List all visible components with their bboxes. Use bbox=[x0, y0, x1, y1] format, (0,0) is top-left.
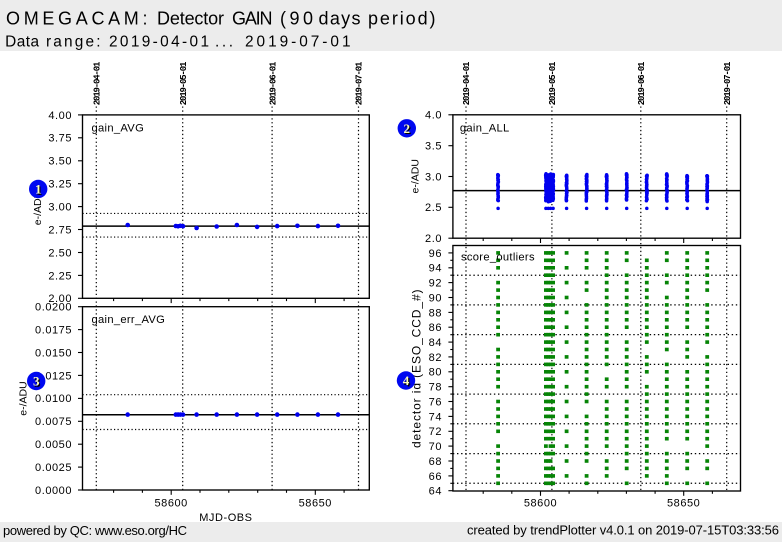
svg-text:58600: 58600 bbox=[524, 497, 557, 509]
svg-text:0.0200: 0.0200 bbox=[35, 302, 72, 314]
svg-text:1: 1 bbox=[35, 182, 42, 197]
svg-text:gain_err_AVG: gain_err_AVG bbox=[92, 314, 166, 326]
svg-text:2019-05-01: 2019-05-01 bbox=[179, 61, 189, 105]
svg-text:score_outliers: score_outliers bbox=[461, 252, 535, 264]
svg-text:0.0175: 0.0175 bbox=[35, 325, 72, 337]
svg-text:3.5: 3.5 bbox=[425, 141, 442, 153]
svg-text:92: 92 bbox=[429, 278, 442, 290]
svg-text:94: 94 bbox=[429, 263, 442, 275]
svg-text:2019-07-01: 2019-07-01 bbox=[355, 61, 365, 105]
svg-text:0.0150: 0.0150 bbox=[35, 347, 72, 359]
svg-text:2.25: 2.25 bbox=[48, 270, 72, 282]
svg-text:3: 3 bbox=[34, 375, 41, 390]
svg-text:3.50: 3.50 bbox=[48, 156, 72, 168]
svg-text:4: 4 bbox=[404, 374, 411, 389]
svg-text:gain_AVG: gain_AVG bbox=[92, 122, 145, 134]
svg-text:76: 76 bbox=[429, 396, 442, 408]
svg-text:82: 82 bbox=[429, 352, 442, 364]
svg-text:created by trendPlotter v4.0.1: created by trendPlotter v4.0.1 on 2019-0… bbox=[467, 522, 779, 537]
svg-text:4.0: 4.0 bbox=[425, 110, 442, 122]
svg-text:0.0100: 0.0100 bbox=[35, 393, 72, 405]
svg-text:3.25: 3.25 bbox=[48, 179, 72, 191]
svg-text:96: 96 bbox=[429, 248, 442, 260]
svg-text:64: 64 bbox=[429, 486, 442, 498]
svg-text:80: 80 bbox=[429, 367, 442, 379]
svg-text:e-/ADU: e-/ADU bbox=[32, 191, 44, 225]
svg-text:74: 74 bbox=[429, 411, 442, 423]
svg-text:2019-06-01: 2019-06-01 bbox=[268, 61, 278, 105]
svg-text:2019-06-01: 2019-06-01 bbox=[637, 61, 647, 105]
svg-text:2.50: 2.50 bbox=[48, 247, 72, 259]
svg-text:3.0: 3.0 bbox=[425, 171, 442, 183]
svg-text:84: 84 bbox=[429, 337, 442, 349]
svg-text:66: 66 bbox=[429, 471, 442, 483]
svg-text:2019-04-01: 2019-04-01 bbox=[93, 61, 103, 105]
svg-text:e-/ADU: e-/ADU bbox=[409, 159, 421, 193]
svg-text:72: 72 bbox=[429, 426, 442, 438]
svg-text:4.00: 4.00 bbox=[48, 110, 72, 122]
svg-text:88: 88 bbox=[429, 307, 442, 319]
svg-text:58650: 58650 bbox=[299, 497, 332, 509]
svg-text:86: 86 bbox=[429, 322, 442, 334]
svg-text:2.0: 2.0 bbox=[425, 233, 442, 245]
svg-text:0.0025: 0.0025 bbox=[35, 462, 72, 474]
svg-text:4: 4 bbox=[403, 373, 410, 388]
svg-text:0.0000: 0.0000 bbox=[35, 485, 72, 497]
svg-text:3: 3 bbox=[33, 374, 40, 389]
svg-text:90: 90 bbox=[429, 292, 442, 304]
svg-text:1: 1 bbox=[36, 183, 43, 198]
svg-text:2: 2 bbox=[405, 122, 412, 137]
svg-text:2.00: 2.00 bbox=[48, 293, 72, 305]
svg-text:3.00: 3.00 bbox=[48, 202, 72, 214]
svg-text:3.75: 3.75 bbox=[48, 133, 72, 145]
svg-text:0.0075: 0.0075 bbox=[35, 416, 72, 428]
svg-text:detector id (ESO_CCD_#): detector id (ESO_CCD_#) bbox=[409, 289, 423, 448]
svg-text:2019-04-01: 2019-04-01 bbox=[462, 61, 472, 105]
svg-text:MJD-OBS: MJD-OBS bbox=[199, 512, 252, 524]
svg-text:2.75: 2.75 bbox=[48, 224, 72, 236]
svg-text:gain_ALL: gain_ALL bbox=[460, 122, 510, 134]
svg-text:68: 68 bbox=[429, 456, 442, 468]
svg-text:2.5: 2.5 bbox=[425, 202, 442, 214]
svg-text:58600: 58600 bbox=[155, 497, 188, 509]
svg-text:70: 70 bbox=[429, 441, 442, 453]
svg-text:2019-05-01: 2019-05-01 bbox=[548, 61, 558, 105]
svg-text:2019-07-01: 2019-07-01 bbox=[723, 61, 733, 105]
svg-text:58650: 58650 bbox=[667, 497, 700, 509]
svg-text:powered by QC: www.eso.org/HC: powered by QC: www.eso.org/HC bbox=[3, 523, 187, 538]
svg-text:2: 2 bbox=[404, 121, 411, 136]
svg-text:78: 78 bbox=[429, 382, 442, 394]
svg-text:e-/ADU: e-/ADU bbox=[17, 381, 29, 415]
svg-text:0.0050: 0.0050 bbox=[35, 439, 72, 451]
